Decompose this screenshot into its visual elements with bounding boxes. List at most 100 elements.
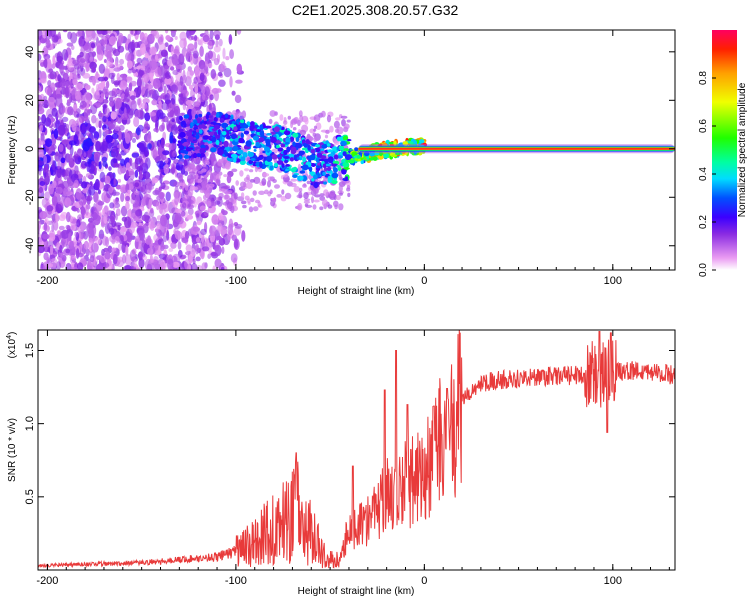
spectrogram-noise-cell <box>201 262 207 270</box>
spectrogram-x-ticks: -200 -100 0 100 <box>36 30 670 287</box>
spectrogram-noise-cell <box>217 223 223 235</box>
spectrogram-noise-cell <box>55 118 59 130</box>
spectrogram-noise-cell <box>130 30 134 35</box>
spectrogram-noise-cell <box>55 186 64 195</box>
spectrogram-noise-cell <box>172 138 177 144</box>
spectrogram-noise-cell <box>114 81 119 88</box>
spectrogram-chirp-cell <box>372 156 378 162</box>
spectrogram-chirp-cell <box>239 127 246 132</box>
spectrogram-noise-cell <box>46 108 53 120</box>
spectrogram-diffuse-cell <box>319 206 324 211</box>
spectrogram-noise-cell <box>39 264 46 270</box>
spectrogram-noise-cell <box>194 83 199 95</box>
spectrogram-chirp-cell <box>325 163 332 167</box>
spectrogram-noise-cell <box>44 164 49 173</box>
spectrogram-noise-cell <box>142 255 148 261</box>
spectrogram-noise-cell <box>160 182 166 190</box>
spectrogram-chirp-cell <box>259 130 265 137</box>
spectrogram-noise-cell <box>38 207 42 214</box>
spectrogram-noise-cell <box>83 240 89 250</box>
spectrogram-chirp-cell <box>318 158 325 162</box>
spectrogram-noise-cell <box>170 30 177 34</box>
spectrogram-diffuse-cell <box>254 166 258 173</box>
spectrogram-chirp-cell <box>348 159 355 164</box>
spectrogram-noise-cell <box>59 251 64 259</box>
spectrogram-noise-cell <box>91 67 97 73</box>
spectrogram-diffuse-cell <box>246 198 251 203</box>
spectrogram-diffuse-cell <box>326 114 332 123</box>
spectrogram-chirp-cell <box>277 154 281 158</box>
spectrogram-noise-cell <box>74 90 82 100</box>
spectrogram-diffuse-cell <box>199 205 206 211</box>
spectrogram-noise-cell <box>241 230 246 242</box>
spectrogram-noise-cell <box>110 111 117 120</box>
spectrogram-noise-cell <box>130 221 138 228</box>
spectrogram-noise-cell <box>173 181 180 188</box>
spectrogram-noise-cell <box>98 63 106 74</box>
spectrogram-noise-cell <box>158 124 165 132</box>
spectrogram-chirp-cell <box>285 137 291 144</box>
spectrogram-noise-cell <box>154 239 159 251</box>
spectrogram-diffuse-cell <box>177 173 184 180</box>
spectrogram-noise-cell <box>135 209 142 217</box>
spectrogram-noise-cell <box>179 31 187 41</box>
colorbar-tick-label: 0.2 <box>698 215 709 229</box>
spectrogram-chirp-cell <box>283 156 290 159</box>
spectrogram-noise-cell <box>90 32 98 41</box>
spectrogram-noise-cell <box>108 90 116 97</box>
spectrogram-diffuse-cell <box>313 199 320 203</box>
spectrogram-diffuse-cell <box>206 200 212 207</box>
spectrogram-chirp-cell <box>256 129 262 133</box>
spectrogram-noise-cell <box>74 231 78 238</box>
spectrogram-noise-cell <box>139 170 143 180</box>
spectrogram-diffuse-cell <box>276 194 283 198</box>
spectrogram-noise-cell <box>99 171 106 183</box>
spectrogram-chirp-cell <box>215 139 220 146</box>
spectrogram-noise-cell <box>124 216 132 229</box>
spectrogram-noise-cell <box>104 251 111 260</box>
spectrogram-noise-cell <box>236 63 243 74</box>
spectrogram-noise-cell <box>174 195 179 206</box>
spectrogram-noise-cell <box>136 77 142 88</box>
spectrogram-noise-cell <box>75 83 84 91</box>
spectrogram-noise-cell <box>176 216 184 225</box>
spectrogram-chirp-cell <box>239 159 246 165</box>
spectrogram-noise-cell <box>77 30 83 37</box>
spectrogram-chirp-cell <box>224 113 229 119</box>
spectrogram-chirp-cell <box>336 147 340 151</box>
spectrogram-noise-cell <box>127 41 135 54</box>
spectrogram-noise-cell <box>134 182 140 188</box>
spectrogram-noise-cell <box>104 236 110 247</box>
spectrogram-diffuse-cell <box>224 191 231 195</box>
spectrogram-noise-cell <box>46 205 54 212</box>
spectrogram-noise-cell <box>57 159 61 171</box>
spectrogram-noise-cell <box>210 69 217 79</box>
spectrogram-chirp-cell <box>273 126 280 133</box>
spectrogram-noise-cell <box>52 194 58 207</box>
spectrogram-diffuse-cell <box>284 192 292 200</box>
spectrogram-chirp-cell <box>333 167 338 173</box>
spectrogram-noise-cell <box>65 123 70 132</box>
spectrogram-diffuse-cell <box>195 156 201 165</box>
spectrogram-noise-cell <box>102 128 109 137</box>
spectrogram-chirp-cell <box>210 121 216 125</box>
spectrogram-noise-cell <box>96 30 104 35</box>
spectrogram-noise-cell <box>134 236 140 242</box>
spectrogram-noise-cell <box>47 58 52 69</box>
spectrogram-noise-cell <box>73 104 78 112</box>
spectrogram-diffuse-cell <box>205 127 210 136</box>
spectrogram-noise-cell <box>218 212 224 221</box>
spectrogram-noise-cell <box>90 211 98 221</box>
spectrogram-diffuse-cell <box>319 193 325 197</box>
spectrogram-noise-cell <box>50 45 54 50</box>
spectrogram-chirp-cell <box>356 154 361 159</box>
spectrogram-noise-cell <box>85 84 91 91</box>
spectrogram-chirp-cell <box>202 139 209 143</box>
spectrogram-diffuse-cell <box>303 198 311 202</box>
spectrogram-chirp-cell <box>342 151 347 157</box>
spectrogram-noise-cell <box>176 81 181 86</box>
spectrogram-noise-cell <box>133 49 138 57</box>
spectrogram-noise-cell <box>88 185 96 196</box>
spectrogram-noise-cell <box>229 76 233 88</box>
spectrogram-noise-cell <box>38 53 42 62</box>
